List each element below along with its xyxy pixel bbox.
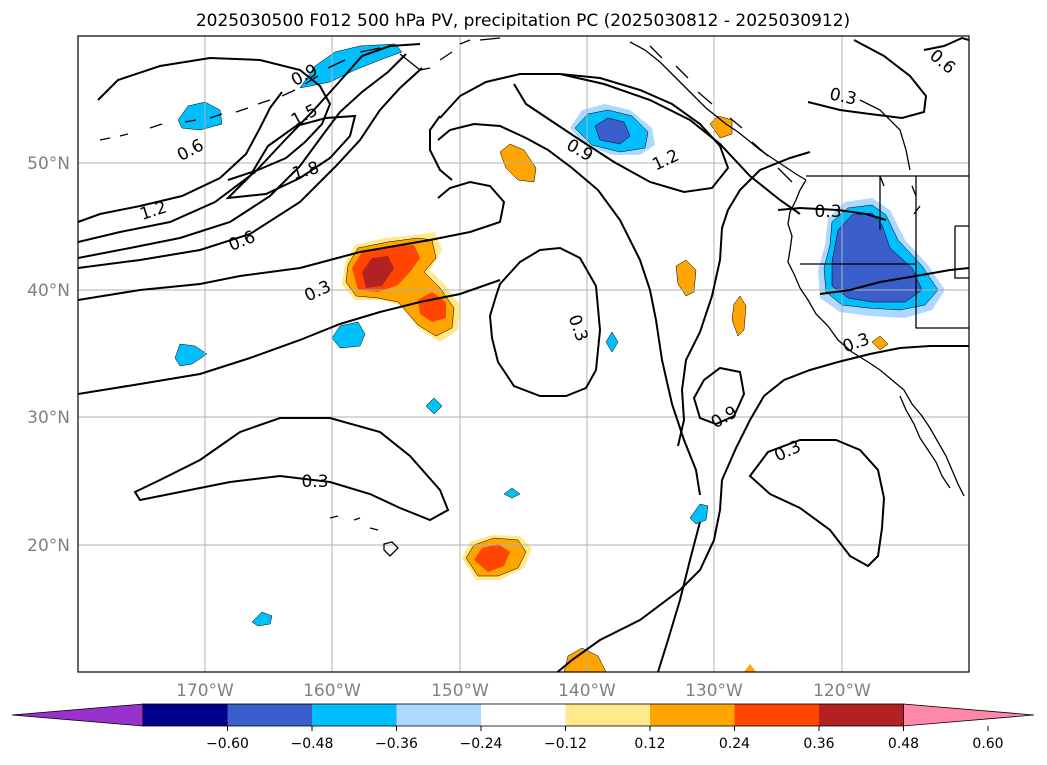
precip-pos-blob-5 <box>871 335 889 351</box>
gridlines <box>78 36 969 672</box>
contour-label: 0.3 <box>814 202 841 222</box>
precip-neg-blob-1 <box>331 321 366 349</box>
precip-neg-blob-6 <box>425 397 443 415</box>
lat-label: 30°N <box>27 408 70 428</box>
precip-neg-blob-7 <box>605 331 619 353</box>
colorbar-segment <box>734 704 820 726</box>
lon-label: 130°W <box>685 681 743 701</box>
precip-neg-gulf-strong <box>594 117 631 145</box>
colorbar-tick-label: 0.48 <box>888 736 919 752</box>
colorbar-tick-label: 0.60 <box>972 736 1003 752</box>
precip-neg-alaska <box>299 43 403 89</box>
lat-label: 20°N <box>27 536 70 556</box>
precip-pos-blob-6 <box>563 647 607 672</box>
map-area: 0.9 1.5 1.8 1.2 0.6 0.6 0.3 0.9 1.2 0.3 … <box>78 36 969 672</box>
precip-pos-central-max <box>362 256 394 288</box>
colorbar-tick-label: 0.36 <box>803 736 834 752</box>
colorbar-segment <box>481 704 566 726</box>
precip-neg-blob-4 <box>689 503 709 525</box>
colorbar-tick-label: −0.24 <box>460 736 503 752</box>
colorbar: −0.60 −0.48 −0.36 −0.24 −0.12 0.12 0.24 0.36 0.4… <box>11 703 1035 752</box>
colorbar-tick-label: −0.12 <box>544 736 587 752</box>
precip-pos-blob-3 <box>731 295 747 337</box>
colorbar-tick-label: −0.48 <box>291 736 334 752</box>
precip-pos-blob-7 <box>744 664 756 672</box>
colorbar-segment <box>312 704 397 726</box>
lon-label: 140°W <box>558 681 616 701</box>
pv-contours <box>78 36 969 672</box>
precip-neg-aleutian <box>177 101 223 131</box>
lon-label: 120°W <box>813 681 871 701</box>
lon-label: 170°W <box>176 681 234 701</box>
lat-label: 40°N <box>27 281 70 301</box>
precip-pos-central-strong-2 <box>418 292 446 322</box>
colorbar-tick-label: −0.36 <box>375 736 418 752</box>
colorbar-segment <box>650 704 735 726</box>
colorbar-segment <box>227 704 313 726</box>
precip-neg-blob-2 <box>174 343 208 367</box>
colorbar-extend-min <box>11 703 144 727</box>
precip-neg-blob-5 <box>503 487 521 499</box>
contour-label: 0.3 <box>301 472 328 492</box>
colorbar-segment <box>143 704 228 726</box>
lon-label: 160°W <box>303 681 361 701</box>
lat-labels: 50°N 40°N 30°N 20°N <box>27 154 70 556</box>
coastlines <box>99 37 969 557</box>
figure-title: 2025030500 F012 500 hPa PV, precipitatio… <box>196 11 850 31</box>
colorbar-outline <box>142 703 904 727</box>
colorbar-extend-max <box>903 703 1035 727</box>
lat-label: 50°N <box>27 154 70 174</box>
colorbar-segment <box>565 704 651 726</box>
colorbar-segment <box>396 704 482 726</box>
colorbar-tick-label: −0.60 <box>206 736 249 752</box>
colorbar-segment <box>819 704 904 726</box>
precip-pos-blob-2 <box>675 259 697 297</box>
lon-label: 150°W <box>431 681 489 701</box>
precip-neg-blob-3 <box>251 611 273 627</box>
map-frame <box>77 35 970 673</box>
colorbar-tick-label: 0.12 <box>634 736 665 752</box>
precip-pos-hawaii-strong <box>474 544 510 572</box>
colorbar-tick-label: 0.24 <box>719 736 750 752</box>
lon-labels: 170°W 160°W 150°W 140°W 130°W 120°W <box>176 681 871 701</box>
